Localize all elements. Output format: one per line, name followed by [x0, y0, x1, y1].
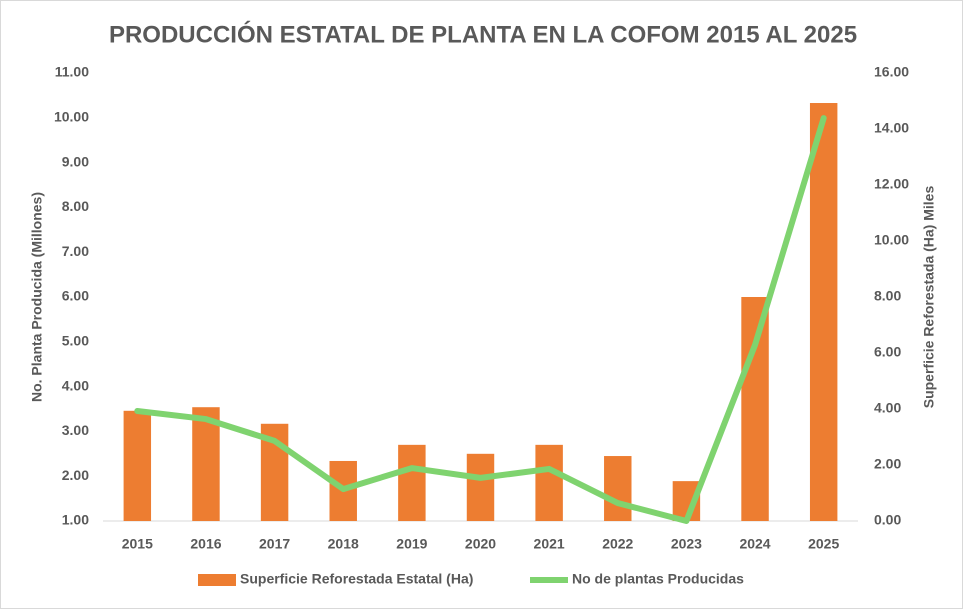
y-axis-label: No. Planta Producida (Millones): [29, 192, 45, 402]
x-tick-label: 2023: [671, 536, 702, 552]
y-tick-label: 1.00: [62, 512, 89, 528]
y-tick-label: 9.00: [62, 153, 89, 169]
bar: [123, 410, 152, 521]
y2-tick-label: 4.00: [874, 400, 901, 416]
y-tick-label: 8.00: [62, 198, 89, 214]
y2-tick-label: 0.00: [874, 512, 901, 528]
x-tick-label: 2018: [328, 536, 359, 552]
y2-axis-label: Superficie Reforestada (Ha) Miles: [921, 186, 937, 409]
y-tick-label: 5.00: [62, 333, 89, 349]
bar: [809, 103, 838, 522]
bar: [398, 444, 426, 521]
y-tick-label: 4.00: [62, 377, 89, 393]
y2-tick-label: 8.00: [874, 288, 901, 304]
legend-swatch: [198, 574, 236, 586]
line: [134, 115, 827, 524]
x-tick-label: 2021: [534, 536, 565, 552]
y-tick-label: 3.00: [62, 422, 89, 438]
x-tick-label: 2016: [190, 536, 221, 552]
y-tick-label: 11.00: [55, 64, 89, 80]
y2-tick-label: 6.00: [874, 344, 901, 360]
x-tick-label: 2020: [465, 536, 496, 552]
y-tick-label: 6.00: [62, 288, 89, 304]
y2-tick-label: 16.00: [874, 64, 909, 80]
bar: [466, 453, 495, 521]
x-tick-label: 2024: [739, 536, 770, 552]
bar: [604, 456, 632, 521]
x-tick-label: 2025: [808, 536, 839, 552]
y2-tick-label: 14.00: [874, 120, 909, 136]
y-tick-label: 2.00: [62, 467, 89, 483]
x-tick-label: 2019: [396, 536, 427, 552]
x-tick-label: 2022: [602, 536, 633, 552]
bar: [741, 297, 769, 521]
bar: [535, 444, 563, 521]
legend-label: No de plantas Producidas: [572, 571, 744, 587]
y2-tick-label: 10.00: [874, 232, 909, 248]
legend-label: Superficie Reforestada Estatal (Ha): [240, 571, 473, 587]
chart-title: PRODUCCIÓN ESTATAL DE PLANTA EN LA COFOM…: [109, 20, 857, 48]
y-tick-label: 10.00: [54, 109, 89, 125]
y-tick-label: 7.00: [62, 243, 89, 259]
y2-tick-label: 2.00: [874, 456, 901, 472]
bar: [192, 407, 220, 521]
y2-tick-label: 12.00: [874, 176, 909, 192]
x-tick-label: 2015: [122, 536, 153, 552]
x-tick-label: 2017: [259, 536, 290, 552]
